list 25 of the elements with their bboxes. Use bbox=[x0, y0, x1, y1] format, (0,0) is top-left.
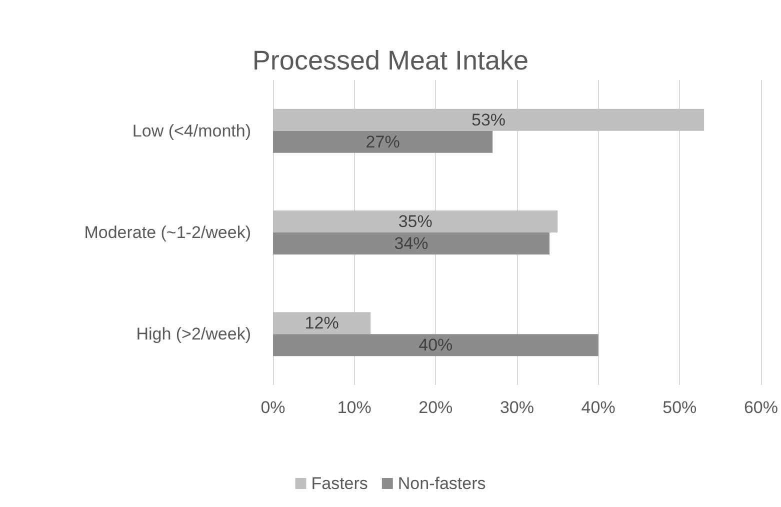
x-tick-label: 30% bbox=[500, 398, 534, 417]
bar bbox=[273, 232, 550, 254]
x-tick-label: 10% bbox=[337, 398, 372, 417]
y-tick-label: High (>2/week) bbox=[136, 324, 251, 344]
data-label: 27% bbox=[366, 132, 400, 152]
data-label: 35% bbox=[398, 212, 432, 231]
x-tick-label: 50% bbox=[662, 398, 697, 417]
chart-title: Processed Meat Intake bbox=[252, 46, 529, 76]
bar bbox=[273, 334, 598, 356]
legend-label: Non-fasters bbox=[398, 474, 486, 493]
legend-label: Fasters bbox=[311, 474, 368, 493]
bar bbox=[273, 108, 704, 131]
x-tick-label: 40% bbox=[581, 398, 616, 417]
data-label: 12% bbox=[304, 314, 339, 333]
bar bbox=[273, 130, 493, 153]
x-tick-label: 20% bbox=[418, 398, 453, 417]
bar bbox=[273, 312, 371, 334]
data-label: 40% bbox=[418, 336, 453, 355]
data-label: 34% bbox=[394, 234, 428, 253]
x-tick-label: 0% bbox=[260, 398, 286, 417]
y-tick-label: Moderate (~1-2/week) bbox=[84, 223, 251, 242]
data-label: 53% bbox=[472, 110, 506, 130]
x-tick-label: 60% bbox=[744, 398, 778, 417]
bar bbox=[273, 210, 558, 232]
y-tick-label: Low (<4/month) bbox=[132, 121, 251, 140]
